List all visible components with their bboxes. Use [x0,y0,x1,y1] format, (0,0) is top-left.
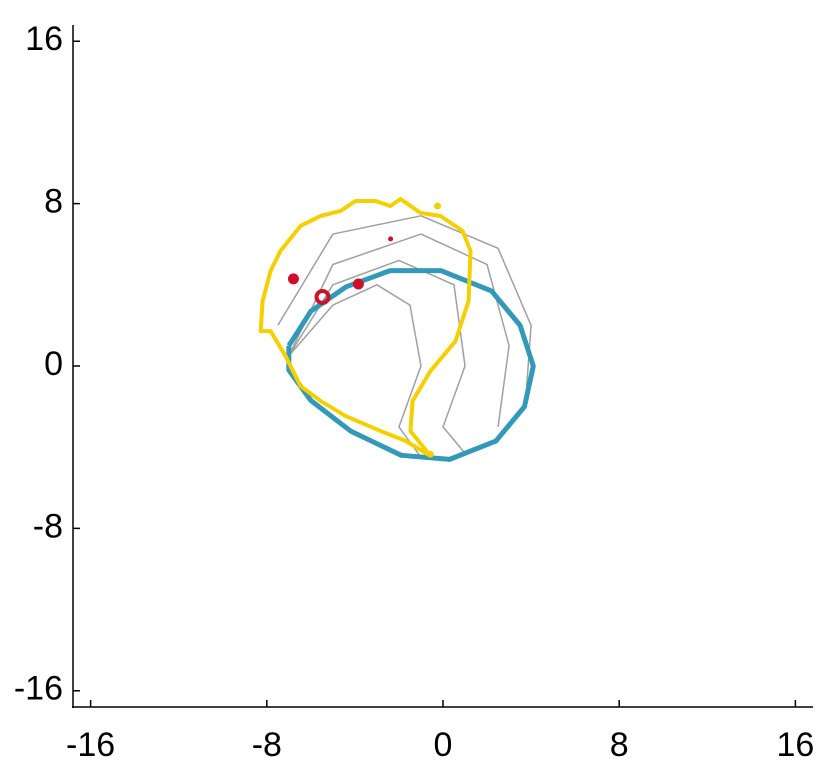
marker [314,288,331,305]
marker [433,202,441,210]
curve [288,259,466,454]
curve [277,215,532,387]
y-tick-label: -16 [14,670,63,708]
x-tick-label: -16 [66,726,115,764]
y-tick-label: 16 [25,20,63,58]
marker [352,278,364,290]
y-tick-label: -8 [33,507,63,545]
marker [426,450,434,458]
x-tick-label: 16 [776,726,814,764]
marker [287,273,299,285]
curve [288,233,510,427]
marker [388,236,394,242]
x-tick-label: -8 [252,726,282,764]
curve [258,196,473,458]
x-tick-label: 0 [434,726,453,764]
y-tick-label: 8 [44,183,63,221]
x-tick-label: 8 [610,726,629,764]
y-tick-label: 0 [44,345,63,383]
curve [288,284,422,458]
curve [286,268,536,462]
